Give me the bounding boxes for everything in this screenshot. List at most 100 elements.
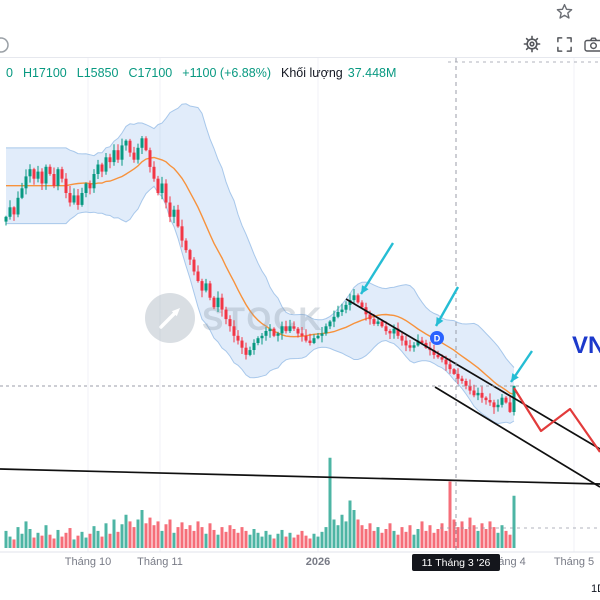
range-selector-label[interactable]: 1D	[591, 583, 600, 595]
candle[interactable]	[508, 402, 512, 412]
volume-bar[interactable]	[244, 530, 248, 548]
volume-bar[interactable]	[376, 527, 380, 548]
candle[interactable]	[256, 338, 260, 343]
annotation-arrow[interactable]	[359, 242, 395, 295]
volume-bar[interactable]	[32, 537, 36, 548]
volume-bar[interactable]	[152, 525, 156, 548]
candle[interactable]	[180, 226, 184, 241]
candle[interactable]	[340, 309, 344, 312]
volume-bar[interactable]	[316, 536, 320, 548]
trend-line[interactable]	[0, 468, 600, 485]
volume-bar[interactable]	[300, 530, 304, 548]
volume-bar[interactable]	[84, 537, 88, 548]
volume-bar[interactable]	[148, 517, 152, 548]
volume-bar[interactable]	[332, 519, 336, 549]
volume-bar[interactable]	[124, 514, 128, 548]
candle[interactable]	[248, 350, 252, 355]
candle[interactable]	[416, 340, 420, 346]
candle[interactable]	[260, 335, 264, 339]
volume-bar[interactable]	[312, 533, 316, 548]
candle[interactable]	[76, 195, 80, 205]
x-axis-label[interactable]: Tháng 10	[65, 556, 111, 568]
candle[interactable]	[172, 209, 176, 217]
candle[interactable]	[44, 166, 48, 184]
candle[interactable]	[204, 283, 208, 291]
volume-bar[interactable]	[276, 533, 280, 548]
volume-bar[interactable]	[500, 525, 504, 548]
volume-bar[interactable]	[8, 536, 12, 548]
candle[interactable]	[112, 150, 116, 163]
volume-bar[interactable]	[344, 521, 348, 548]
volume-bar[interactable]	[132, 527, 136, 548]
volume-bar[interactable]	[72, 539, 76, 548]
volume-bar[interactable]	[352, 510, 356, 548]
volume-bar[interactable]	[476, 530, 480, 548]
volume-bar[interactable]	[320, 531, 324, 548]
volume-bar[interactable]	[288, 532, 292, 548]
volume-bar[interactable]	[360, 525, 364, 548]
volume-bar[interactable]	[180, 522, 184, 548]
candle[interactable]	[208, 283, 212, 298]
volume-bar[interactable]	[368, 523, 372, 548]
volume-bar[interactable]	[28, 529, 32, 548]
candle[interactable]	[160, 183, 164, 194]
candle[interactable]	[148, 150, 152, 167]
x-axis-label[interactable]: áng 4	[498, 556, 526, 568]
candle[interactable]	[144, 138, 148, 151]
volume-bar[interactable]	[156, 521, 160, 548]
candle[interactable]	[96, 164, 100, 175]
volume-bar[interactable]	[420, 521, 424, 548]
volume-bar[interactable]	[264, 530, 268, 548]
candle[interactable]	[164, 183, 168, 203]
volume-bar[interactable]	[4, 530, 8, 548]
candle[interactable]	[272, 328, 276, 336]
candle[interactable]	[288, 326, 292, 332]
volume-bar[interactable]	[220, 527, 224, 548]
candle[interactable]	[252, 342, 256, 350]
partial-left-icon[interactable]	[0, 36, 10, 54]
candle[interactable]	[400, 335, 404, 341]
volume-bar[interactable]	[456, 527, 460, 548]
candle[interactable]	[176, 209, 180, 227]
volume-bar[interactable]	[108, 533, 112, 548]
volume-bar[interactable]	[460, 521, 464, 548]
candle[interactable]	[436, 354, 440, 358]
volume-bar[interactable]	[144, 523, 148, 548]
candle[interactable]	[412, 345, 416, 348]
volume-bar[interactable]	[260, 536, 264, 548]
volume-bar[interactable]	[172, 532, 176, 548]
candle[interactable]	[212, 297, 216, 308]
volume-bar[interactable]	[372, 530, 376, 548]
candle[interactable]	[4, 216, 8, 222]
candle[interactable]	[32, 169, 36, 179]
candle[interactable]	[24, 176, 28, 189]
candle[interactable]	[16, 197, 20, 215]
volume-bar[interactable]	[212, 529, 216, 548]
candle[interactable]	[460, 378, 464, 381]
candle[interactable]	[348, 300, 352, 305]
candle[interactable]	[88, 183, 92, 189]
volume-bar[interactable]	[404, 531, 408, 548]
candle[interactable]	[268, 328, 272, 332]
candle[interactable]	[20, 188, 24, 198]
volume-bar[interactable]	[184, 529, 188, 548]
candle[interactable]	[496, 404, 500, 408]
volume-bar[interactable]	[204, 533, 208, 548]
volume-bar[interactable]	[448, 481, 452, 549]
volume-bar[interactable]	[232, 529, 236, 548]
candle[interactable]	[376, 321, 380, 324]
candle[interactable]	[224, 309, 228, 320]
volume-bar[interactable]	[228, 525, 232, 548]
volume-bar[interactable]	[380, 532, 384, 548]
x-axis-label[interactable]: Tháng 5	[554, 556, 594, 568]
candle[interactable]	[492, 402, 496, 408]
volume-bar[interactable]	[64, 532, 68, 548]
volume-bar[interactable]	[192, 530, 196, 548]
candle[interactable]	[480, 392, 484, 398]
volume-bar[interactable]	[304, 535, 308, 548]
candle[interactable]	[36, 171, 40, 179]
candle[interactable]	[84, 183, 88, 194]
candle[interactable]	[240, 340, 244, 348]
candle[interactable]	[92, 174, 96, 189]
volume-bar[interactable]	[504, 530, 508, 548]
